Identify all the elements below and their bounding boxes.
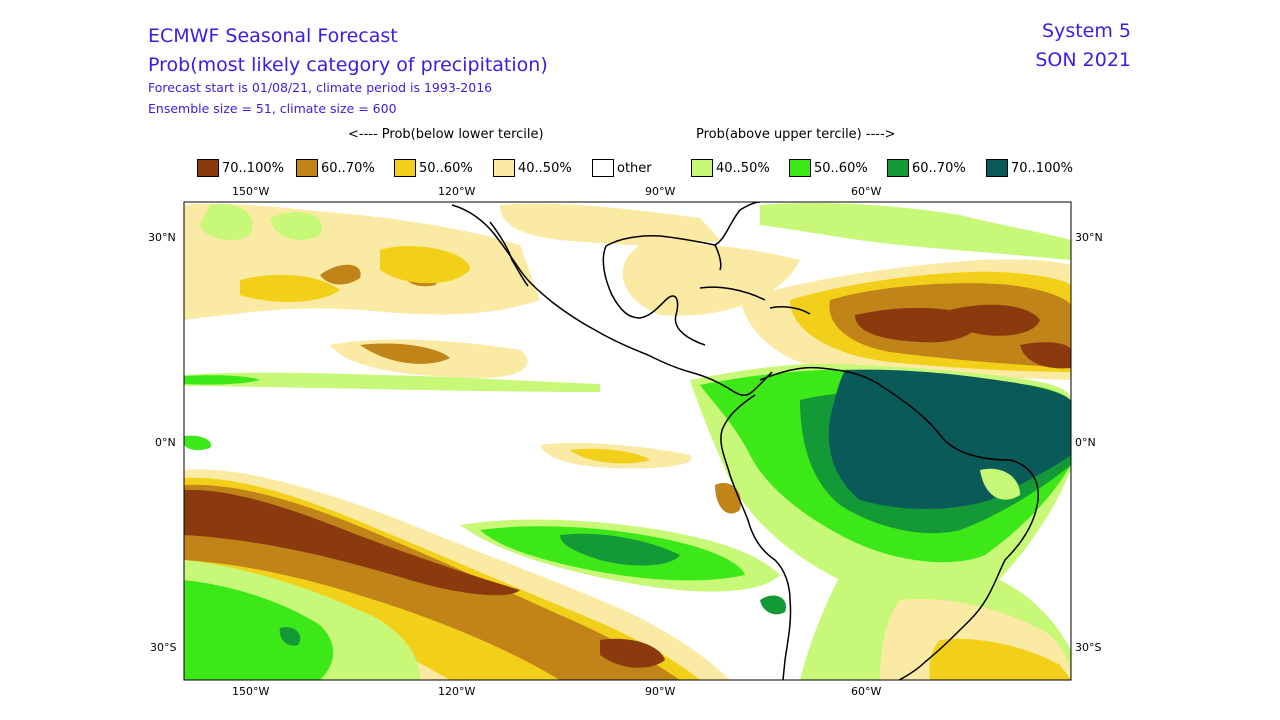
prob-region: [184, 372, 600, 392]
prob-region: [715, 482, 741, 514]
prob-region: [184, 375, 260, 385]
prob-region: [184, 435, 211, 451]
legend-item: 60..70%: [887, 159, 966, 177]
above-tercile-caption: Prob(above upper tercile) ---->: [696, 127, 896, 142]
legend-label: 70..100%: [1011, 160, 1073, 176]
legend-item: other: [592, 159, 652, 177]
gulf-coast: [602, 235, 722, 346]
right-lat-tick: 0°N: [1075, 436, 1096, 449]
north-america-coast: [451, 204, 773, 396]
legend-swatch: [493, 159, 515, 177]
cuba-coast: [699, 286, 766, 301]
legend-label: 40..50%: [716, 160, 770, 176]
legend: 70..100% 60..70% 50..60% 40..50% other 4…: [0, 157, 1280, 181]
prob-region: [760, 595, 786, 615]
probability-field: [184, 203, 1071, 680]
prob-region: [600, 638, 665, 668]
baja-coast: [489, 221, 529, 287]
top-lon-tick: 90°W: [645, 185, 676, 198]
prob-region: [240, 274, 340, 302]
prob-region: [1020, 342, 1071, 369]
left-lat-tick: 0°N: [155, 436, 176, 449]
prob-region: [200, 204, 253, 241]
prob-region: [270, 212, 322, 240]
prob-region: [380, 246, 470, 284]
florida-coast: [714, 202, 761, 246]
left-lat-tick: 30°N: [148, 231, 176, 244]
legend-label: other: [617, 160, 652, 176]
legend-swatch: [789, 159, 811, 177]
map-frame: [183, 201, 1072, 681]
legend-swatch: [986, 159, 1008, 177]
season-label: SON 2021: [1035, 49, 1131, 71]
legend-label: 60..70%: [912, 160, 966, 176]
hispaniola-coast: [769, 306, 811, 315]
left-lat-tick: 30°S: [150, 641, 177, 654]
legend-item: 50..60%: [394, 159, 473, 177]
prob-region: [184, 580, 334, 680]
legend-label: 70..100%: [222, 160, 284, 176]
prob-region: [980, 468, 1020, 500]
bottom-lon-tick: 60°W: [851, 685, 882, 698]
south-america-coast: [759, 366, 1039, 680]
prob-region: [950, 304, 1040, 336]
south-america-west-coast: [720, 394, 792, 680]
legend-item: 70..100%: [197, 159, 284, 177]
prob-region: [828, 369, 1071, 509]
prob-region: [570, 448, 650, 464]
legend-swatch: [296, 159, 318, 177]
legend-item: 40..50%: [493, 159, 572, 177]
legend-item: 60..70%: [296, 159, 375, 177]
below-tercile-caption: <---- Prob(below lower tercile): [348, 127, 544, 142]
legend-item: 50..60%: [789, 159, 868, 177]
legend-label: 40..50%: [518, 160, 572, 176]
system-label: System 5: [1042, 20, 1131, 42]
top-lon-tick: 60°W: [851, 185, 882, 198]
legend-swatch: [592, 159, 614, 177]
legend-item: 70..100%: [986, 159, 1073, 177]
ensemble-size-text: Ensemble size = 51, climate size = 600: [148, 101, 397, 116]
right-lat-tick: 30°N: [1075, 231, 1103, 244]
prob-region: [929, 638, 1071, 680]
legend-item: 40..50%: [691, 159, 770, 177]
forecast-start-text: Forecast start is 01/08/21, climate peri…: [148, 80, 493, 95]
legend-label: 60..70%: [321, 160, 375, 176]
legend-swatch: [197, 159, 219, 177]
prob-region: [760, 203, 1071, 260]
map-subtitle: Prob(most likely category of precipitati…: [148, 54, 548, 76]
prob-region: [184, 489, 520, 596]
prob-region: [500, 203, 720, 246]
legend-swatch: [691, 159, 713, 177]
coastlines: [451, 202, 1039, 680]
prob-region: [279, 627, 301, 646]
bottom-lon-tick: 150°W: [232, 685, 270, 698]
legend-label: 50..60%: [814, 160, 868, 176]
prob-region: [855, 307, 978, 343]
right-lat-tick: 30°S: [1075, 641, 1102, 654]
legend-swatch: [394, 159, 416, 177]
top-lon-tick: 120°W: [438, 185, 476, 198]
top-lon-tick: 150°W: [232, 185, 270, 198]
prob-region: [360, 343, 450, 364]
prob-region: [560, 533, 680, 566]
map-title: ECMWF Seasonal Forecast: [148, 25, 398, 47]
legend-label: 50..60%: [419, 160, 473, 176]
bottom-lon-tick: 120°W: [438, 685, 476, 698]
bottom-lon-tick: 90°W: [645, 685, 676, 698]
legend-swatch: [887, 159, 909, 177]
prob-region: [320, 264, 361, 285]
